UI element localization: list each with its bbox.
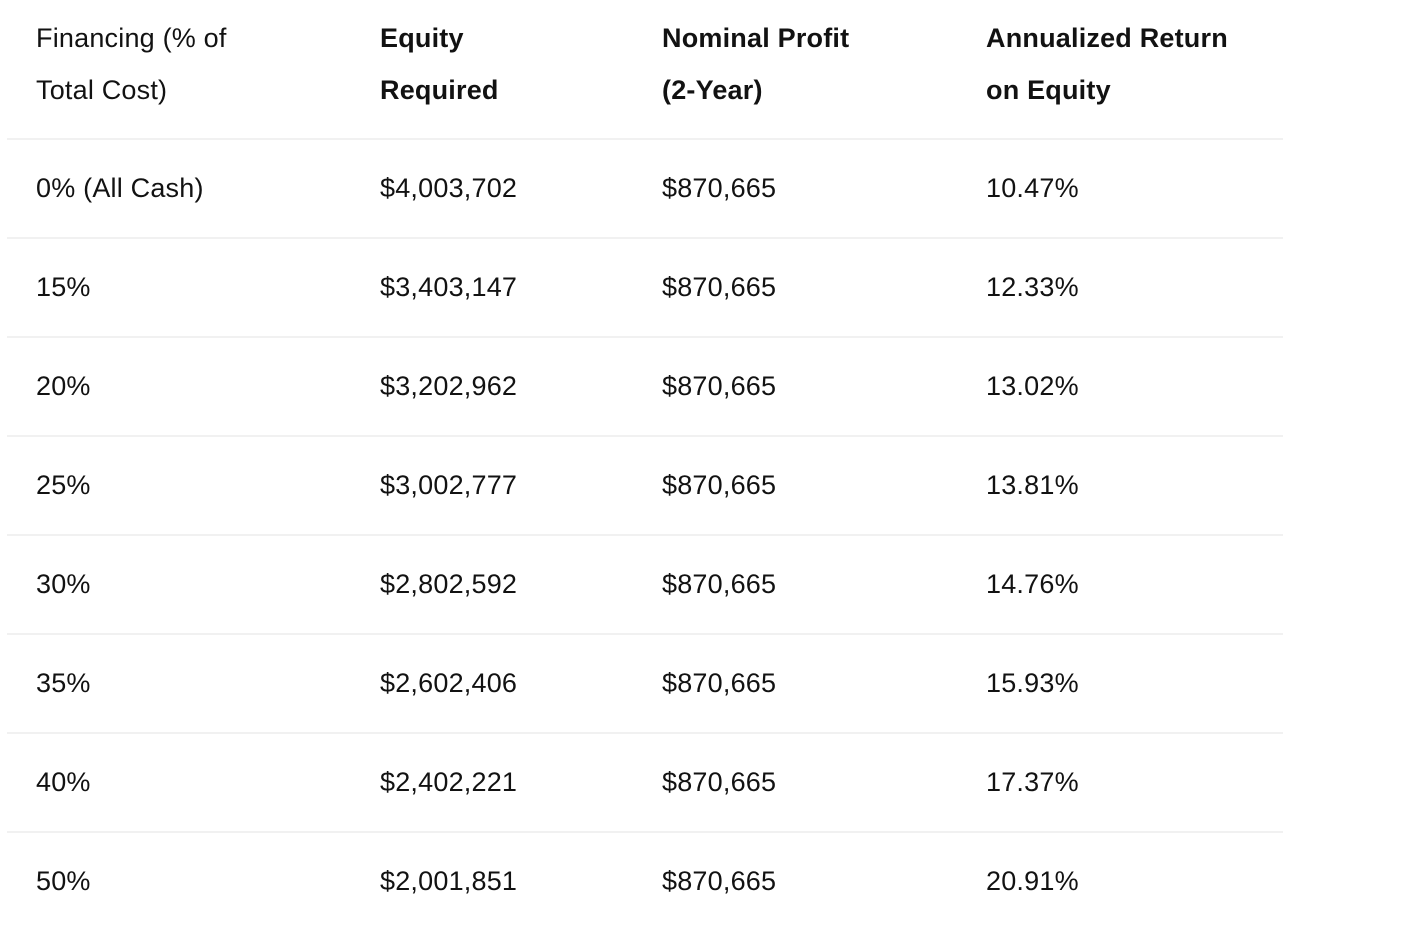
column-header-annualized-return-label: Annualized Return on Equity xyxy=(986,23,1228,105)
column-header-annualized-return: Annualized Return on Equity xyxy=(986,0,1283,116)
cell-annualized-return: 20.91% xyxy=(986,866,1079,896)
cell-financing: 20% xyxy=(36,371,91,401)
table-row: 15% $3,403,147 $870,665 12.33% xyxy=(7,237,1283,336)
cell-financing: 15% xyxy=(36,272,91,302)
cell-financing: 25% xyxy=(36,470,91,500)
cell-annualized-return: 12.33% xyxy=(986,272,1079,302)
cell-equity-required: $2,602,406 xyxy=(380,668,518,698)
column-header-financing-label: Financing (% of Total Cost) xyxy=(36,23,227,105)
cell-equity-required: $3,202,962 xyxy=(380,371,518,401)
cell-annualized-return: 13.81% xyxy=(986,470,1079,500)
table-row: 20% $3,202,962 $870,665 13.02% xyxy=(7,336,1283,435)
column-header-nominal-profit: Nominal Profit (2-Year) xyxy=(662,0,986,116)
cell-annualized-return: 17.37% xyxy=(986,767,1079,797)
cell-equity-required: $4,003,702 xyxy=(380,173,518,203)
column-header-equity-required: Equity Required xyxy=(380,0,662,116)
cell-equity-required: $2,802,592 xyxy=(380,569,518,599)
table-row: 0% (All Cash) $4,003,702 $870,665 10.47% xyxy=(7,138,1283,237)
column-header-financing: Financing (% of Total Cost) xyxy=(7,0,380,116)
table-header-row: Financing (% of Total Cost) Equity Requi… xyxy=(7,0,1283,138)
cell-equity-required: $2,001,851 xyxy=(380,866,518,896)
cell-annualized-return: 15.93% xyxy=(986,668,1079,698)
cell-financing: 0% (All Cash) xyxy=(36,173,204,203)
cell-equity-required: $2,402,221 xyxy=(380,767,518,797)
cell-financing: 50% xyxy=(36,866,91,896)
cell-annualized-return: 10.47% xyxy=(986,173,1079,203)
cell-nominal-profit: $870,665 xyxy=(662,470,777,500)
cell-nominal-profit: $870,665 xyxy=(662,173,777,203)
cell-nominal-profit: $870,665 xyxy=(662,866,777,896)
table-row: 30% $2,802,592 $870,665 14.76% xyxy=(7,534,1283,633)
table-row: 35% $2,602,406 $870,665 15.93% xyxy=(7,633,1283,732)
table-row: 50% $2,001,851 $870,665 20.91% xyxy=(7,831,1283,930)
table-row: 25% $3,002,777 $870,665 13.81% xyxy=(7,435,1283,534)
cell-financing: 40% xyxy=(36,767,91,797)
column-header-equity-required-label: Equity Required xyxy=(380,23,499,105)
financing-comparison-table: Financing (% of Total Cost) Equity Requi… xyxy=(7,0,1283,930)
cell-financing: 35% xyxy=(36,668,91,698)
cell-annualized-return: 13.02% xyxy=(986,371,1079,401)
cell-nominal-profit: $870,665 xyxy=(662,371,777,401)
cell-equity-required: $3,403,147 xyxy=(380,272,518,302)
table-row: 40% $2,402,221 $870,665 17.37% xyxy=(7,732,1283,831)
cell-nominal-profit: $870,665 xyxy=(662,272,777,302)
cell-nominal-profit: $870,665 xyxy=(662,668,777,698)
cell-nominal-profit: $870,665 xyxy=(662,569,777,599)
cell-equity-required: $3,002,777 xyxy=(380,470,518,500)
cell-annualized-return: 14.76% xyxy=(986,569,1079,599)
cell-nominal-profit: $870,665 xyxy=(662,767,777,797)
column-header-nominal-profit-label: Nominal Profit (2-Year) xyxy=(662,23,850,105)
cell-financing: 30% xyxy=(36,569,91,599)
